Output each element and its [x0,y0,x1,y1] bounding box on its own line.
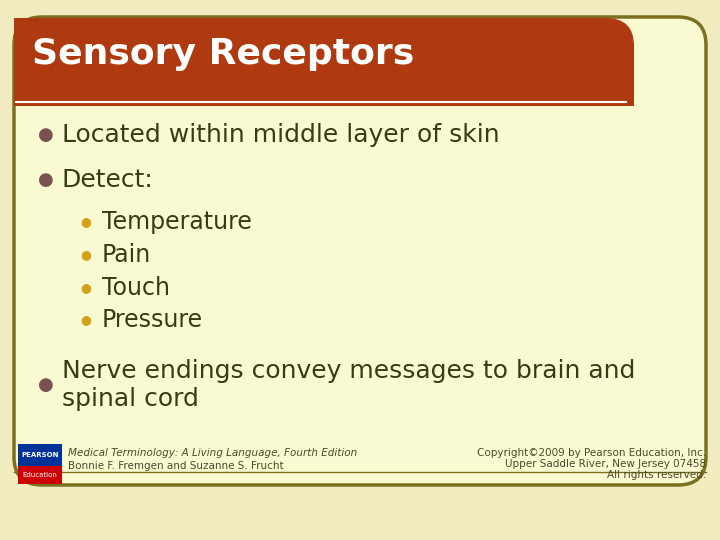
Text: Pressure: Pressure [102,308,203,332]
Text: ●: ● [38,171,54,189]
Text: Upper Saddle River, New Jersey 07458: Upper Saddle River, New Jersey 07458 [505,459,706,469]
Bar [14,18,49,106]
Bar [18,466,62,484]
Text: ●: ● [80,314,91,327]
Text: Touch: Touch [102,276,170,300]
Text: Detect:: Detect: [62,168,154,192]
Text: Medical Terminology: A Living Language, Fourth Edition: Medical Terminology: A Living Language, … [68,448,357,458]
Text: All rights reserved.: All rights reserved. [607,470,706,480]
FancyBboxPatch shape [14,17,706,485]
Bar [14,76,634,106]
FancyBboxPatch shape [14,18,634,106]
Text: ●: ● [80,215,91,228]
Text: Located within middle layer of skin: Located within middle layer of skin [62,123,500,147]
Text: Pain: Pain [102,243,151,267]
Text: Sensory Receptors: Sensory Receptors [32,37,414,71]
Text: ●: ● [38,376,54,394]
Text: Temperature: Temperature [102,210,252,234]
Text: Nerve endings convey messages to brain and
spinal cord: Nerve endings convey messages to brain a… [62,359,635,411]
Bar [18,444,62,466]
Text: PEARSON: PEARSON [22,452,59,458]
Text: ●: ● [80,281,91,294]
Text: Education: Education [22,472,58,478]
Text: ●: ● [38,126,54,144]
Text: Copyright©2009 by Pearson Education, Inc.: Copyright©2009 by Pearson Education, Inc… [477,448,706,458]
Text: ●: ● [80,248,91,261]
Text: Bonnie F. Fremgen and Suzanne S. Frucht: Bonnie F. Fremgen and Suzanne S. Frucht [68,461,284,471]
